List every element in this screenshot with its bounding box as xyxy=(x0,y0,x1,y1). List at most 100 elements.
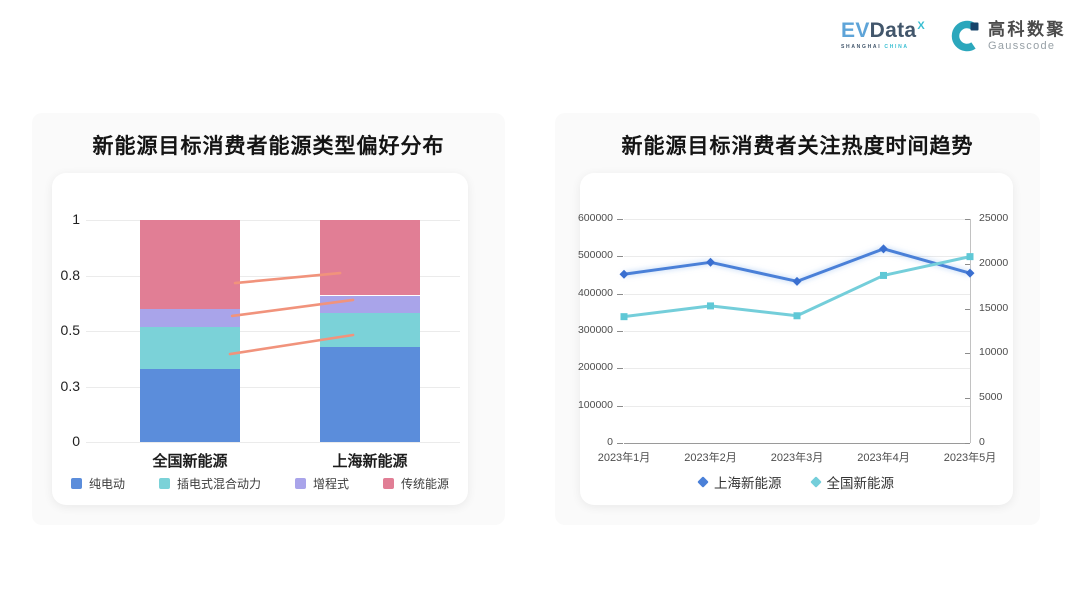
x-axis-label: 2023年2月 xyxy=(684,452,737,464)
left-axis-label: 0 xyxy=(607,436,613,448)
line-chart-panel: 600000 500000 400000 300000 200000 100000 0 250… xyxy=(578,173,1013,505)
bar-chart-legend: 纯电动 插电式混合动力 增程式 传统能源 xyxy=(52,475,468,492)
square-swatch xyxy=(70,478,82,489)
line-series-上海新能源 xyxy=(623,247,971,283)
bar-segment-增程式[interactable] xyxy=(140,308,240,327)
bar-segment-插电式混合动力[interactable] xyxy=(320,313,420,347)
data-point-全国新能源[interactable] xyxy=(620,313,628,321)
line-chart-title: 新能源目标消费者关注热度时间趋势 xyxy=(621,135,974,158)
legend-item-全国新能源[interactable]: 全国新能源 xyxy=(809,472,895,492)
stacked-bar-上海新能源[interactable] xyxy=(320,220,420,442)
x-axis-label: 2023年3月 xyxy=(770,452,824,464)
right-axis-tick xyxy=(965,443,970,444)
line-chart-legend: 上海新能源 全国新能源 xyxy=(580,472,1013,492)
left-axis-label: 500000 xyxy=(577,249,613,262)
grid-line xyxy=(624,331,970,332)
x-axis-label: 2023年5月 xyxy=(943,452,997,464)
legend-item-上海新能源[interactable]: 上海新能源 xyxy=(697,472,782,492)
legend-label: 插电式混合动力 xyxy=(176,477,261,491)
y-axis-label: 0.5 xyxy=(60,322,80,338)
square-swatch xyxy=(295,478,306,489)
left-axis-tick xyxy=(617,443,623,444)
evdata-wordmark: EVDataX xyxy=(841,20,925,41)
right-axis-tick xyxy=(965,263,970,265)
left-axis-label: 200000 xyxy=(577,361,613,374)
bar-segment-插电式混合动力[interactable] xyxy=(140,326,240,369)
gausscode-icon xyxy=(951,20,979,52)
left-axis-label: 400000 xyxy=(577,286,613,299)
evdata-x-icon: X xyxy=(917,20,925,32)
data-point-全国新能源[interactable] xyxy=(793,312,801,320)
bar-chart-card: 新能源目标消费者能源类型偏好分布 0 0.3 0.5 0.8 1 全国新能源 上海新能源 纯… xyxy=(32,113,505,525)
evdata-data-text: Data xyxy=(869,19,917,42)
y-axis-label: 0.8 xyxy=(60,266,80,283)
evdata-ev-text: EV xyxy=(841,19,870,42)
gausscode-text: 高科数聚 Gausscode xyxy=(988,20,1066,52)
legend-label: 增程式 xyxy=(313,477,350,491)
legend-item-纯电动[interactable]: 纯电动 xyxy=(70,475,125,492)
square-swatch xyxy=(158,478,170,489)
right-axis-tick xyxy=(965,219,970,220)
grid-line xyxy=(624,368,970,370)
data-point-上海新能源[interactable] xyxy=(792,276,802,286)
right-axis-label: 25000 xyxy=(979,212,1009,224)
diamond-swatch xyxy=(697,476,709,488)
data-point-上海新能源[interactable] xyxy=(706,257,715,267)
grid-line xyxy=(624,219,970,220)
right-axis-tick xyxy=(965,398,970,400)
left-axis-tick xyxy=(617,219,623,220)
bar-segment-增程式[interactable] xyxy=(320,295,420,314)
diamond-swatch xyxy=(809,476,822,488)
bar-segment-传统能源[interactable] xyxy=(140,220,240,309)
left-axis-tick xyxy=(617,293,623,295)
right-axis-tick xyxy=(965,353,970,355)
bar-chart-title: 新能源目标消费者能源类型偏好分布 xyxy=(92,135,445,158)
data-point-全国新能源[interactable] xyxy=(707,302,714,310)
x-axis-label: 2023年4月 xyxy=(857,452,910,464)
data-point-上海新能源[interactable] xyxy=(879,244,888,254)
left-axis-label: 300000 xyxy=(577,324,613,336)
grid-line xyxy=(624,405,970,407)
bar-segment-纯电动[interactable] xyxy=(140,368,240,442)
bar-segment-纯电动[interactable] xyxy=(320,346,420,442)
bar-category-label: 上海新能源 xyxy=(332,453,408,470)
grid-line xyxy=(86,442,460,443)
right-axis-label: 20000 xyxy=(979,256,1009,269)
line-chart-card: 新能源目标消费者关注热度时间趋势 600000 500000 400000 30000… xyxy=(555,113,1040,525)
line-series-全国新能源 xyxy=(623,255,971,319)
legend-item-增程式[interactable]: 增程式 xyxy=(295,475,349,492)
left-axis-tick xyxy=(617,256,623,258)
stacked-bar-全国新能源[interactable] xyxy=(140,220,240,442)
right-axis-label: 10000 xyxy=(979,346,1009,359)
logo-bar: EVDataX SHANGHAI CHINA 高科数聚 Gausscode xyxy=(841,20,1066,52)
gausscode-cn-name: 高科数聚 xyxy=(988,20,1066,40)
stacked-bar-chart: 0 0.3 0.5 0.8 1 全国新能源 上海新能源 xyxy=(52,173,468,471)
left-axis-tick xyxy=(617,405,623,407)
left-axis-tick xyxy=(617,331,623,332)
gausscode-logo: 高科数聚 Gausscode xyxy=(949,20,1066,52)
legend-label: 全国新能源 xyxy=(826,476,895,491)
legend-item-传统能源[interactable]: 传统能源 xyxy=(383,475,449,492)
evdata-subtitle: SHANGHAI CHINA xyxy=(841,44,925,50)
data-point-全国新能源[interactable] xyxy=(880,271,887,279)
y-axis-label: 0.3 xyxy=(60,377,80,394)
legend-label: 传统能源 xyxy=(401,477,450,491)
right-axis-tick xyxy=(965,308,970,310)
legend-label: 上海新能源 xyxy=(714,476,782,491)
grid-line xyxy=(86,220,460,221)
left-axis-label: 600000 xyxy=(577,212,613,224)
grid-line xyxy=(86,331,460,332)
square-swatch xyxy=(383,478,395,489)
left-axis-label: 100000 xyxy=(577,398,613,411)
evdata-subtitle-shanghai: SHANGHAI xyxy=(841,44,882,50)
line-chart: 600000 500000 400000 300000 200000 100000 0 250… xyxy=(578,173,1013,471)
bar-segment-传统能源[interactable] xyxy=(320,220,420,296)
data-point-上海新能源[interactable] xyxy=(619,269,629,279)
right-axis-spine xyxy=(970,219,971,443)
legend-item-插电式混合动力[interactable]: 插电式混合动力 xyxy=(158,475,261,492)
bar-category-label: 全国新能源 xyxy=(152,453,228,470)
y-axis-label: 1 xyxy=(72,211,80,227)
x-axis-label: 2023年1月 xyxy=(597,452,651,464)
right-axis-label: 5000 xyxy=(979,391,1003,404)
